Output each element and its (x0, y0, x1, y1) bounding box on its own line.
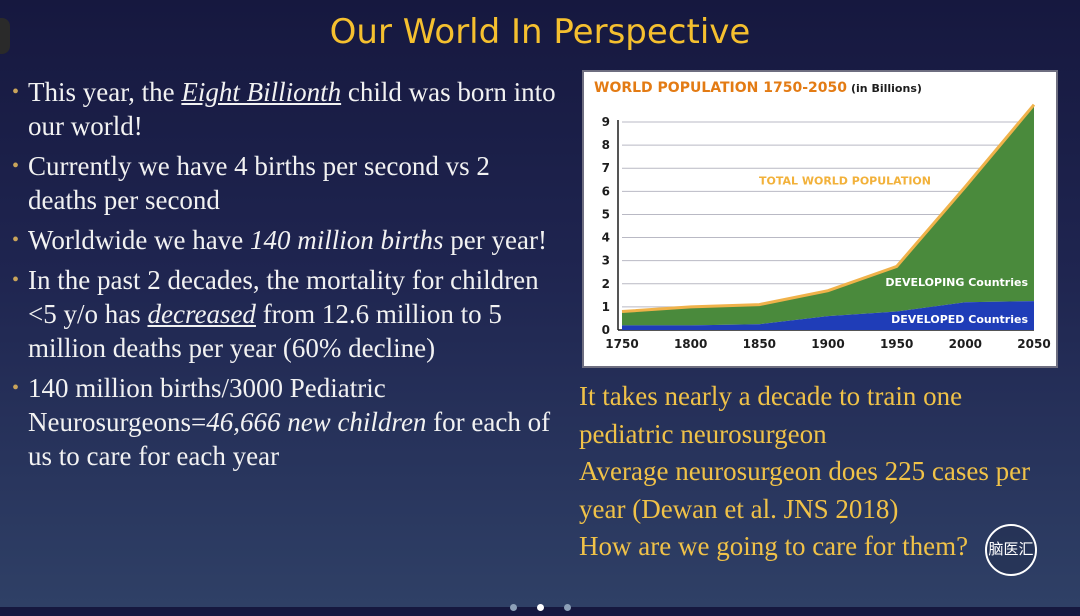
bullet-emphasis: Eight Billionth (181, 77, 342, 107)
bullet-text: Currently we have 4 births per second vs… (28, 151, 490, 215)
bullet-list: • This year, the Eight Billionth child wa… (12, 75, 562, 479)
bullet-text: from 12.6 million to 5 million deaths pe… (28, 299, 502, 363)
developed-area (622, 301, 1034, 330)
note-line: It takes nearly a decade to train one pe… (579, 381, 963, 449)
bullet-dot-icon: • (12, 269, 20, 291)
bullet-dot-icon: • (12, 81, 20, 103)
chart-subtitle: (in Billions) (851, 82, 922, 95)
developing-label: DEVELOPING Countries (885, 276, 1028, 289)
x-tick-label: 2050 (1017, 337, 1050, 351)
y-tick-label: 6 (602, 184, 610, 198)
total-population-line (621, 103, 1036, 314)
bullet-text: Worldwide we have (28, 225, 250, 255)
y-tick-label: 4 (602, 231, 610, 245)
bullet-dot-icon: • (12, 229, 20, 251)
watermark-badge-icon: 脑医汇 (985, 524, 1037, 576)
x-tick-label: 2000 (949, 337, 982, 351)
bullet-text: In the past 2 decades, the mortality for… (28, 265, 539, 329)
y-tick-label: 2 (602, 277, 610, 291)
bullet-emphasis: 140 million births (250, 225, 444, 255)
pager-dot[interactable] (563, 604, 571, 611)
y-tick-label: 9 (602, 115, 610, 129)
population-chart: 0 1 2 3 4 5 6 7 8 9 1750 1800 1850 1900 1950 2000 2050 TO… (582, 70, 1058, 368)
x-tick-label: 1800 (674, 337, 707, 351)
bullet-text: per year! (443, 225, 547, 255)
bullet-text: 140 million births/3000 Pediatric Neuros… (28, 373, 386, 437)
pager-dot[interactable] (509, 604, 517, 611)
note-line: How are we going to care for them? (579, 531, 969, 561)
bullet-dot-icon: • (12, 155, 20, 177)
corner-tab (0, 18, 10, 54)
total-line-label: TOTAL WORLD POPULATION (759, 174, 931, 187)
y-tick-label: 8 (602, 138, 610, 152)
bullet-dot-icon: • (12, 377, 20, 399)
x-tick-label: 1850 (743, 337, 776, 351)
bullet-text: This year, the (28, 77, 182, 107)
chart-title: WORLD POPULATION 1750-2050 (in Billions) (594, 80, 922, 96)
chart-title-text: WORLD POPULATION 1750-2050 (594, 80, 847, 96)
x-tick-label: 1750 (605, 337, 638, 351)
bullet-item: • Currently we have 4 births per second v… (12, 149, 562, 217)
bullet-item: • Worldwide we have 140 million births pe… (12, 223, 562, 257)
bullet-text: for each of us to care for each year (28, 407, 551, 471)
bullet-text: child was born into our world! (28, 77, 556, 141)
x-tick-label: 1950 (880, 337, 913, 351)
bullet-emphasis: decreased (147, 299, 256, 329)
chart-canvas: 0 1 2 3 4 5 6 7 8 9 1750 1800 1850 1900 1950 2000 2050 TO… (602, 103, 1051, 351)
y-tick-label: 5 (602, 207, 610, 221)
developed-label: DEVELOPED Countries (891, 313, 1028, 326)
slide-pager (0, 598, 1080, 616)
y-tick-label: 3 (602, 254, 610, 268)
y-tick-label: 0 (602, 323, 610, 337)
bullet-item: • In the past 2 decades, the mortality fo… (12, 263, 562, 365)
pager-dot[interactable] (536, 604, 544, 611)
bullet-emphasis: 46,666 new children (206, 407, 427, 437)
y-tick-label: 1 (602, 300, 610, 314)
bullet-item: • 140 million births/3000 Pediatric Neuro… (12, 371, 562, 473)
y-tick-label: 7 (602, 161, 610, 175)
slide-title: Our World In Perspective (329, 12, 751, 52)
x-tick-label: 1900 (811, 337, 844, 351)
note-line: Average neurosurgeon does 225 cases per … (579, 456, 1031, 524)
bullet-item: • This year, the Eight Billionth child wa… (12, 75, 562, 143)
notes-block: It takes nearly a decade to train one pe… (579, 378, 1049, 566)
developing-area (622, 104, 1034, 326)
